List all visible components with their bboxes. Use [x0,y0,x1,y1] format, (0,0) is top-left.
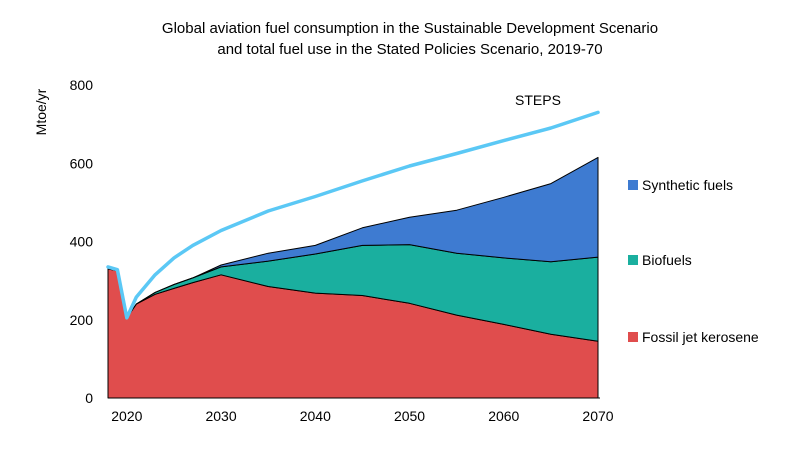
legend: Synthetic fuels Biofuels Fossil jet kerose… [628,177,759,345]
y-tick-labels: 0 200 400 600 800 [70,77,94,406]
chart-title-line2: and total fuel use in the Stated Policie… [217,41,603,58]
y-tick-label: 800 [70,77,94,93]
stacked-areas [107,156,599,399]
area-synthetic-fuels [107,156,599,319]
legend-label-biofuels: Biofuels [642,252,692,268]
chart-title: Global aviation fuel consumption in the … [60,18,760,60]
legend-swatch-synthetic-fuels [628,180,638,190]
y-tick-label: 0 [85,390,93,406]
legend-swatch-fossil-jet-kerosene [628,332,638,342]
x-tick-label: 2030 [205,408,236,424]
y-tick-label: 200 [70,312,94,328]
x-tick-label: 2040 [300,408,331,424]
y-axis-label: Mtoe/yr [33,88,49,135]
x-tick-label: 2050 [394,408,425,424]
chart-title-line1: Global aviation fuel consumption in the … [161,20,659,37]
x-tick-label: 2070 [582,408,613,424]
x-tick-label: 2020 [111,408,142,424]
x-tick-labels: 2020 2030 2040 2050 2060 2070 [111,408,614,424]
steps-label: STEPS [515,92,561,108]
y-tick-label: 400 [70,234,94,250]
steps-line [106,110,600,320]
legend-label-synthetic-fuels: Synthetic fuels [642,177,733,193]
x-tick-label: 2060 [488,408,519,424]
steps-line-group [106,110,600,320]
y-tick-label: 600 [70,155,94,171]
legend-label-fossil-jet-kerosene: Fossil jet kerosene [642,329,759,345]
legend-swatch-biofuels [628,255,638,265]
